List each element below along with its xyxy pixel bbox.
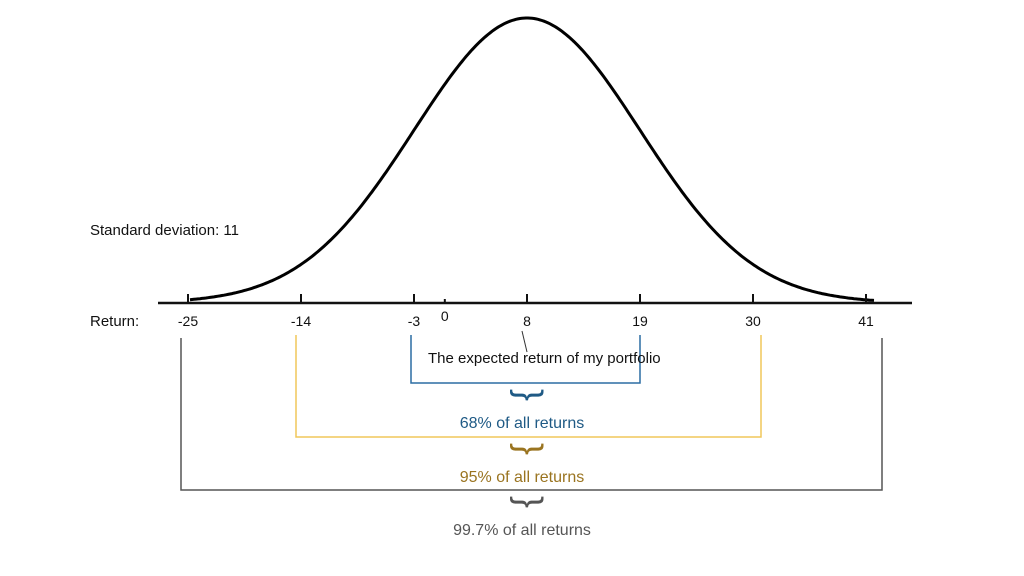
curly-brace-icon: }: [509, 496, 550, 508]
curly-brace-icon: }: [509, 389, 550, 401]
tick-label: -14: [291, 313, 311, 329]
tick-label: 8: [523, 313, 531, 329]
range-bracket: [410, 335, 641, 384]
tick-label: 30: [745, 313, 761, 329]
range-label: 95% of all returns: [460, 469, 585, 486]
return-label: Return:: [90, 313, 139, 330]
tick-label: 19: [632, 313, 648, 329]
std-label: Standard deviation: 11: [90, 222, 239, 239]
annotation-pointer: [521, 330, 528, 353]
tick-label: 41: [858, 313, 874, 329]
range-label: 99.7% of all returns: [453, 522, 591, 539]
range-bracket: [295, 335, 762, 438]
tick-label: -3: [408, 313, 421, 329]
expected-return-annotation: The expected return of my portfolio: [428, 350, 661, 367]
range-bracket: [180, 338, 883, 491]
bell-curve: [189, 16, 875, 302]
tick-label: -25: [178, 313, 198, 329]
range-label: 68% of all returns: [460, 415, 585, 432]
tick-label: 0: [441, 308, 449, 324]
curly-brace-icon: }: [509, 443, 550, 455]
